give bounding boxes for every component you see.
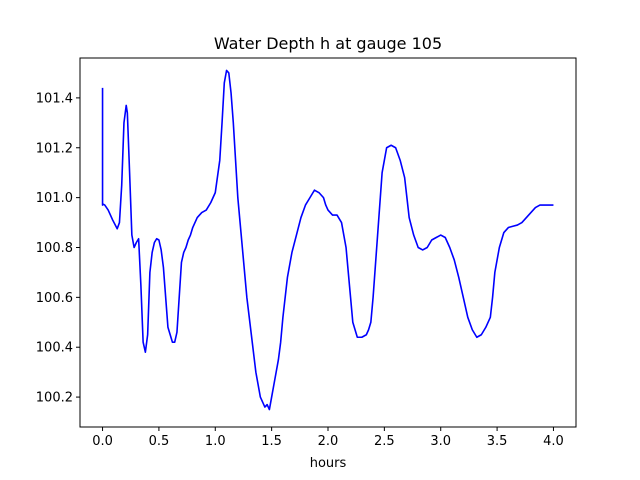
y-tick-label: 100.2 (36, 391, 73, 406)
x-tick-label: 0.0 (92, 434, 113, 449)
x-tick-label: 2.0 (318, 434, 339, 449)
series-line-0 (101, 69, 554, 411)
x-axis-ticks: 0.0 0.5 1.0 1.5 2.0 2.5 3.0 3.5 4.0 (92, 427, 564, 449)
x-tick-label: 3.0 (430, 434, 451, 449)
y-tick-label: 101.4 (36, 91, 73, 106)
y-axis-ticks: 100.2 100.4 100.6 100.8 101.0 101.2 101.4 (36, 91, 80, 406)
x-tick-label: 4.0 (543, 434, 564, 449)
y-tick-label: 100.8 (36, 241, 73, 256)
y-tick-label: 100.4 (36, 341, 73, 356)
x-axis-label: hours (310, 456, 347, 471)
x-tick-label: 0.5 (149, 434, 170, 449)
chart-title: Water Depth h at gauge 105 (214, 34, 442, 53)
x-tick-label: 2.5 (374, 434, 395, 449)
x-tick-label: 1.5 (261, 434, 282, 449)
series-layer (101, 69, 554, 411)
x-tick-label: 3.5 (487, 434, 508, 449)
y-tick-label: 101.2 (36, 141, 73, 156)
y-tick-label: 101.0 (36, 191, 73, 206)
y-tick-label: 100.6 (36, 291, 73, 306)
x-tick-label: 1.0 (205, 434, 226, 449)
